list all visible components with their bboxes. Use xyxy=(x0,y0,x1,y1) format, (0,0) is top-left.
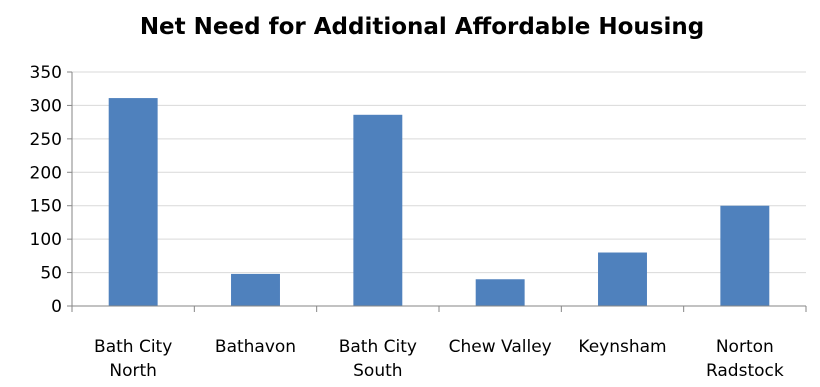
bar xyxy=(720,205,770,306)
y-tick-label: 200 xyxy=(30,163,62,183)
bar xyxy=(231,273,280,306)
x-category-label: Keynsham xyxy=(578,337,666,357)
y-tick-label: 100 xyxy=(30,230,62,250)
chart-title: Net Need for Additional Affordable Housi… xyxy=(140,14,704,40)
x-category-label-line: Bathavon xyxy=(215,337,296,357)
bar xyxy=(353,114,403,306)
x-category-label: Chew Valley xyxy=(449,337,552,357)
y-tick-label: 250 xyxy=(30,130,62,150)
axes xyxy=(67,71,807,312)
bar xyxy=(475,279,525,306)
y-tick-label: 150 xyxy=(30,197,62,217)
x-category-label-line: Keynsham xyxy=(578,337,666,357)
bars xyxy=(108,98,770,307)
x-category-label-line: Chew Valley xyxy=(449,337,552,357)
x-category-label: Bathavon xyxy=(215,337,296,357)
y-axis-tick-labels: 0 50 100 150 200 250 300 350 xyxy=(30,63,62,317)
gridlines xyxy=(72,71,806,274)
x-category-label-line: South xyxy=(353,361,402,381)
x-category-label: Bath City North xyxy=(94,337,172,381)
x-category-label-line: North xyxy=(109,361,157,381)
x-category-label: Bath City South xyxy=(339,337,417,381)
x-axis-category-labels: Bath City North Bathavon Bath City South Chew… xyxy=(94,337,784,381)
bar xyxy=(598,252,647,306)
x-category-label-line: Bath City xyxy=(339,337,417,357)
y-tick-label: 350 xyxy=(30,63,62,83)
bar xyxy=(108,98,158,307)
x-category-label-line: Bath City xyxy=(94,337,172,357)
y-tick-label: 0 xyxy=(51,297,62,317)
y-tick-label: 300 xyxy=(30,96,62,116)
x-category-label-line: Radstock xyxy=(706,361,784,381)
x-category-label: Norton Radstock xyxy=(706,337,784,381)
y-tick-label: 50 xyxy=(40,264,62,284)
x-category-label-line: Norton xyxy=(716,337,774,357)
